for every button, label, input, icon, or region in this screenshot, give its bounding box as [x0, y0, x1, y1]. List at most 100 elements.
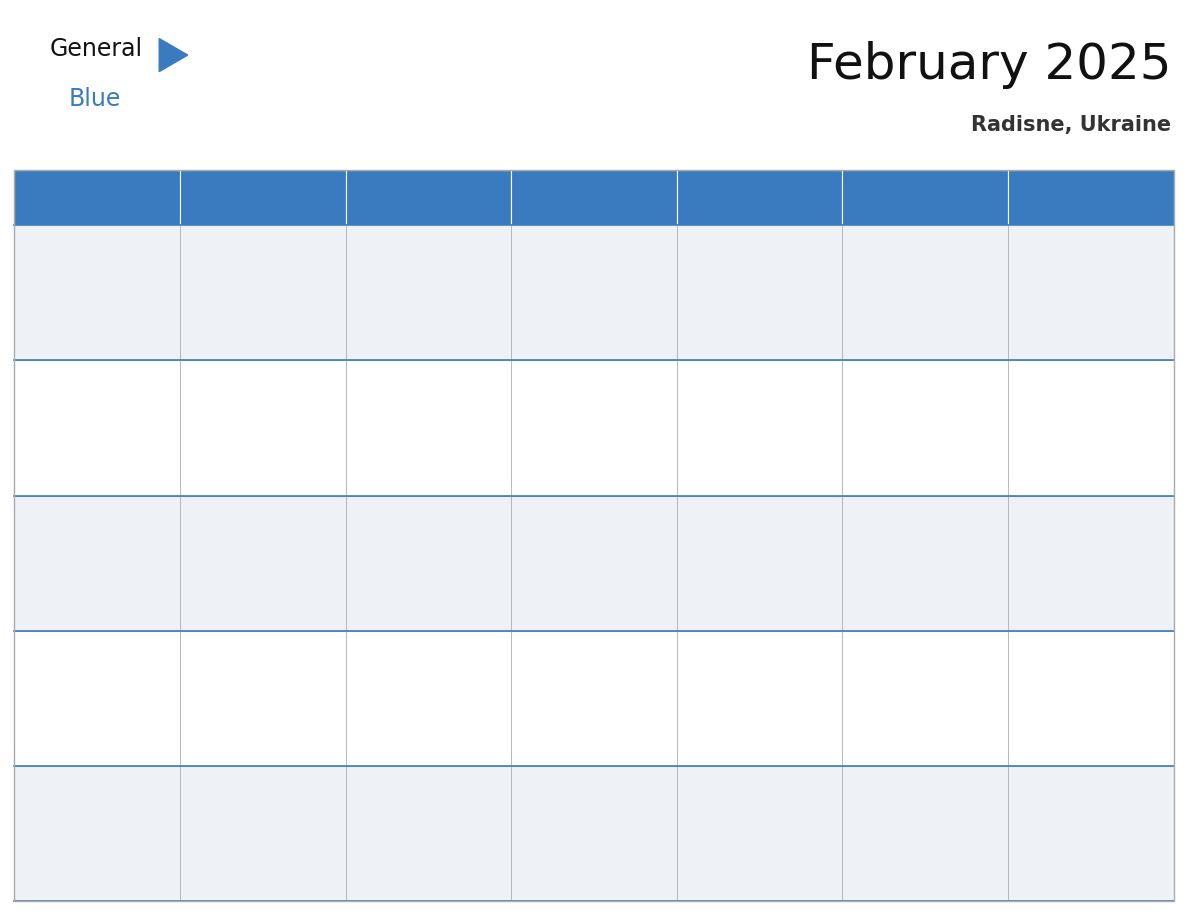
Text: Sunset: 5:02 PM: Sunset: 5:02 PM — [20, 421, 121, 435]
Text: and 15 minutes.: and 15 minutes. — [848, 614, 950, 627]
Text: Sunset: 5:14 PM: Sunset: 5:14 PM — [185, 557, 287, 570]
Text: Sunrise: 6:53 AM: Sunrise: 6:53 AM — [848, 664, 954, 677]
Text: and 21 minutes.: and 21 minutes. — [20, 749, 122, 762]
Text: February 2025: February 2025 — [807, 41, 1171, 89]
Text: Sunrise: 6:56 AM: Sunrise: 6:56 AM — [517, 664, 624, 677]
Text: Sunrise: 7:03 AM: Sunrise: 7:03 AM — [1015, 529, 1120, 542]
Text: and 42 minutes.: and 42 minutes. — [185, 478, 287, 491]
Text: and 51 minutes.: and 51 minutes. — [352, 884, 454, 898]
Text: Daylight: 10 hours: Daylight: 10 hours — [352, 856, 467, 869]
Text: 24: 24 — [185, 772, 207, 789]
Text: Wednesday: Wednesday — [518, 188, 634, 207]
Text: 17: 17 — [185, 636, 207, 655]
Text: 25: 25 — [352, 772, 373, 789]
Text: and 47 minutes.: and 47 minutes. — [185, 884, 287, 898]
Text: and 57 minutes.: and 57 minutes. — [1015, 478, 1117, 491]
Text: Sunrise: 7:05 AM: Sunrise: 7:05 AM — [848, 529, 955, 542]
Text: Sunrise: 7:21 AM: Sunrise: 7:21 AM — [185, 393, 292, 407]
Text: Sunset: 5:08 PM: Sunset: 5:08 PM — [683, 421, 784, 435]
Text: Sunset: 5:12 PM: Sunset: 5:12 PM — [20, 557, 121, 570]
Text: Sunrise: 6:58 AM: Sunrise: 6:58 AM — [352, 664, 457, 677]
Text: Sunrise: 7:01 AM: Sunrise: 7:01 AM — [20, 664, 126, 677]
Text: Daylight: 10 hours: Daylight: 10 hours — [20, 586, 135, 599]
Text: and 36 minutes.: and 36 minutes. — [1015, 343, 1116, 356]
Text: 28: 28 — [848, 772, 870, 789]
Text: 22: 22 — [1015, 636, 1035, 655]
Text: and 54 minutes.: and 54 minutes. — [848, 478, 950, 491]
Text: Sunset: 5:09 PM: Sunset: 5:09 PM — [848, 421, 950, 435]
Text: and 25 minutes.: and 25 minutes. — [185, 749, 287, 762]
Text: 11: 11 — [352, 501, 373, 519]
Text: 9: 9 — [20, 501, 31, 519]
Text: Sunday: Sunday — [21, 188, 96, 207]
Text: Sunset: 5:41 PM: Sunset: 5:41 PM — [848, 828, 949, 841]
Text: Daylight: 10 hours: Daylight: 10 hours — [517, 586, 633, 599]
Text: Sunrise: 7:19 AM: Sunrise: 7:19 AM — [352, 393, 457, 407]
Text: Sunset: 5:31 PM: Sunset: 5:31 PM — [848, 692, 949, 705]
Text: Sunset: 5:03 PM: Sunset: 5:03 PM — [185, 421, 287, 435]
Text: Sunset: 5:35 PM: Sunset: 5:35 PM — [185, 828, 287, 841]
Text: Thursday: Thursday — [684, 188, 777, 207]
Text: Sunset: 5:15 PM: Sunset: 5:15 PM — [352, 557, 453, 570]
Text: Sunset: 5:20 PM: Sunset: 5:20 PM — [848, 557, 950, 570]
Text: and 54 minutes.: and 54 minutes. — [517, 884, 619, 898]
Text: Sunset: 5:00 PM: Sunset: 5:00 PM — [1015, 286, 1116, 299]
Text: Sunrise: 6:55 AM: Sunrise: 6:55 AM — [683, 664, 789, 677]
Text: and 0 minutes.: and 0 minutes. — [20, 614, 114, 627]
Text: and 12 minutes.: and 12 minutes. — [683, 614, 784, 627]
Text: 1: 1 — [1015, 230, 1025, 249]
Text: Daylight: 11 hours: Daylight: 11 hours — [848, 856, 963, 869]
Text: and 45 minutes.: and 45 minutes. — [352, 478, 454, 491]
Text: and 39 minutes.: and 39 minutes. — [20, 478, 122, 491]
Text: Sunrise: 6:49 AM: Sunrise: 6:49 AM — [20, 800, 126, 812]
Text: Daylight: 10 hours: Daylight: 10 hours — [352, 586, 467, 599]
Text: Daylight: 9 hours: Daylight: 9 hours — [1015, 450, 1121, 463]
Text: 18: 18 — [352, 636, 373, 655]
Text: Tuesday: Tuesday — [353, 188, 435, 207]
Text: 4: 4 — [352, 365, 362, 384]
Text: Sunrise: 7:18 AM: Sunrise: 7:18 AM — [517, 393, 624, 407]
Text: Sunset: 5:26 PM: Sunset: 5:26 PM — [352, 692, 453, 705]
Text: Sunrise: 7:00 AM: Sunrise: 7:00 AM — [185, 664, 292, 677]
Text: Sunrise: 7:22 AM: Sunrise: 7:22 AM — [20, 393, 126, 407]
Text: Sunset: 5:23 PM: Sunset: 5:23 PM — [20, 692, 121, 705]
Text: Daylight: 10 hours: Daylight: 10 hours — [517, 721, 633, 733]
Text: Sunrise: 7:23 AM: Sunrise: 7:23 AM — [1015, 258, 1120, 271]
Text: Sunset: 5:37 PM: Sunset: 5:37 PM — [352, 828, 453, 841]
Text: and 6 minutes.: and 6 minutes. — [352, 614, 446, 627]
Text: Daylight: 10 hours: Daylight: 10 hours — [1015, 586, 1130, 599]
Text: Daylight: 10 hours: Daylight: 10 hours — [517, 856, 633, 869]
Text: Daylight: 9 hours: Daylight: 9 hours — [352, 450, 459, 463]
Text: Friday: Friday — [849, 188, 911, 207]
Text: 7: 7 — [848, 365, 859, 384]
Text: Blue: Blue — [69, 87, 121, 111]
Text: Sunrise: 7:15 AM: Sunrise: 7:15 AM — [848, 393, 955, 407]
Text: 15: 15 — [1015, 501, 1035, 519]
Text: 26: 26 — [517, 772, 538, 789]
Text: 6: 6 — [683, 365, 694, 384]
Text: Daylight: 9 hours: Daylight: 9 hours — [848, 450, 956, 463]
Text: and 31 minutes.: and 31 minutes. — [517, 749, 619, 762]
Text: 21: 21 — [848, 636, 870, 655]
Text: Daylight: 10 hours: Daylight: 10 hours — [352, 721, 467, 733]
Text: 8: 8 — [1015, 365, 1024, 384]
Text: and 9 minutes.: and 9 minutes. — [517, 614, 611, 627]
Text: 14: 14 — [848, 501, 870, 519]
Text: Daylight: 10 hours: Daylight: 10 hours — [683, 856, 798, 869]
Text: and 28 minutes.: and 28 minutes. — [352, 749, 454, 762]
Text: Sunrise: 7:08 AM: Sunrise: 7:08 AM — [517, 529, 624, 542]
Text: Sunset: 5:11 PM: Sunset: 5:11 PM — [1015, 421, 1116, 435]
Text: Sunset: 5:34 PM: Sunset: 5:34 PM — [20, 828, 121, 841]
Text: Daylight: 10 hours: Daylight: 10 hours — [848, 721, 963, 733]
Text: Sunset: 5:32 PM: Sunset: 5:32 PM — [1015, 692, 1116, 705]
Text: Sunset: 5:06 PM: Sunset: 5:06 PM — [517, 421, 619, 435]
Text: Daylight: 10 hours: Daylight: 10 hours — [185, 586, 302, 599]
Text: Sunset: 5:38 PM: Sunset: 5:38 PM — [517, 828, 619, 841]
Text: Sunrise: 6:51 AM: Sunrise: 6:51 AM — [1015, 664, 1120, 677]
Text: Sunset: 5:17 PM: Sunset: 5:17 PM — [517, 557, 619, 570]
Text: Daylight: 9 hours: Daylight: 9 hours — [683, 450, 790, 463]
Text: and 37 minutes.: and 37 minutes. — [848, 749, 950, 762]
Text: Daylight: 9 hours: Daylight: 9 hours — [517, 450, 625, 463]
Text: Daylight: 10 hours: Daylight: 10 hours — [20, 721, 135, 733]
Text: Daylight: 9 hours: Daylight: 9 hours — [1015, 315, 1121, 328]
